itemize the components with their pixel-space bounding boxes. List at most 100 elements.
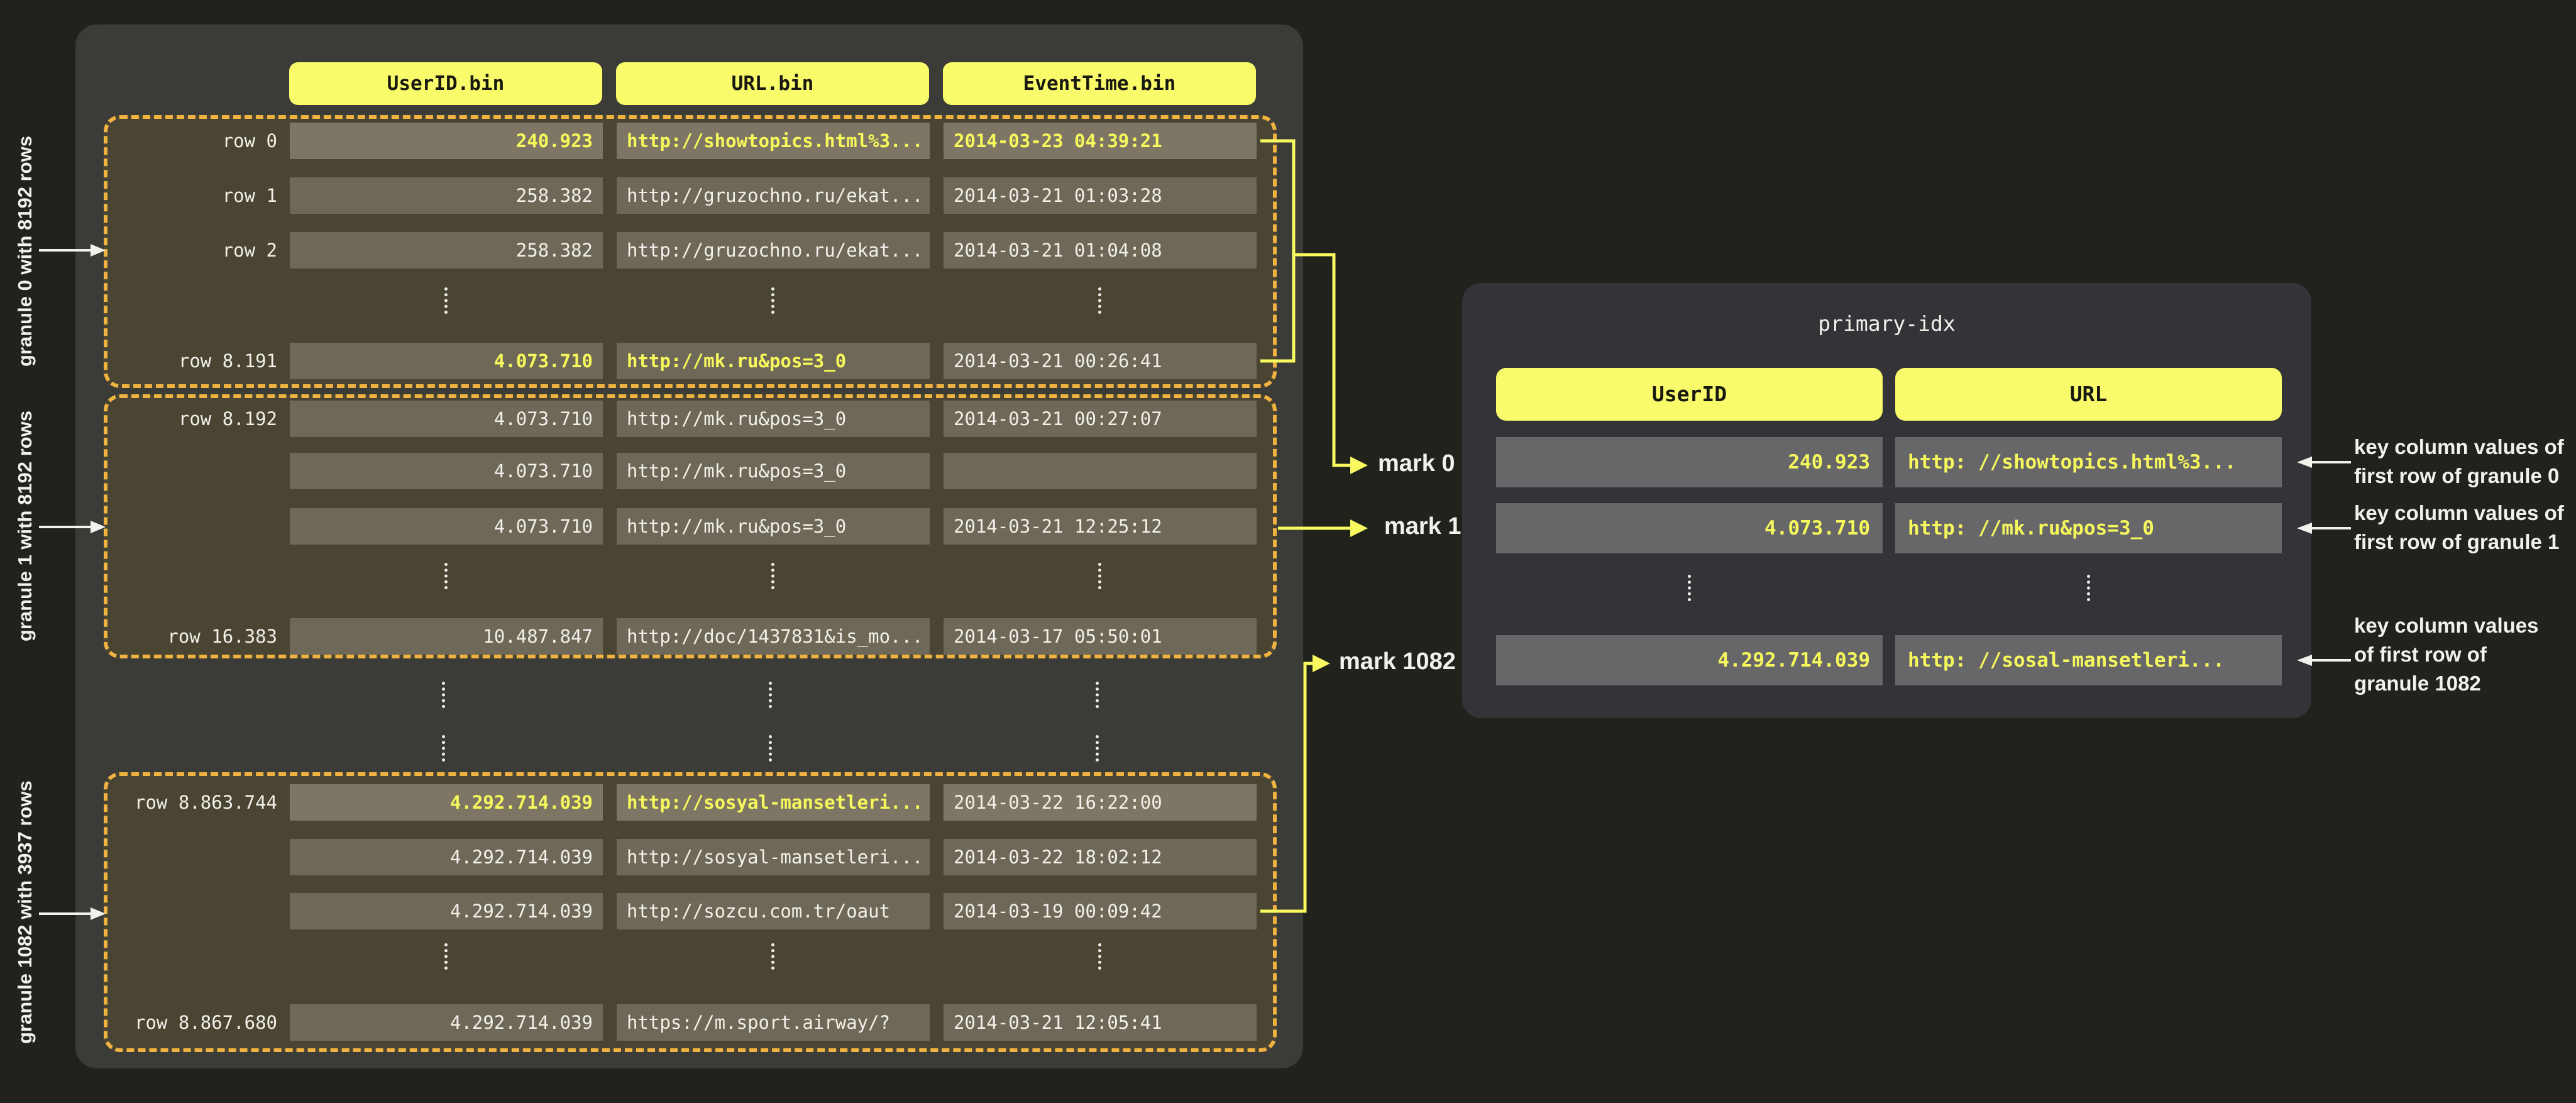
table-row: row 2 258.382 http://gruzochno.ru/ekat..…: [107, 232, 1273, 269]
userid-cell: 4.292.714.039: [290, 839, 603, 875]
table-row: 4.292.714.039 http://sozcu.com.tr/oaut 2…: [107, 893, 1273, 929]
column-pill-label: UserID.bin: [387, 72, 505, 95]
url-cell: http://mk.ru&pos=3_0: [617, 508, 930, 545]
row-label: [113, 893, 277, 929]
index-url-cell: http: //showtopics.html%3...: [1895, 437, 2282, 487]
primary-index-title: primary-idx: [1818, 311, 1956, 336]
userid-cell: 10.487.847: [290, 618, 603, 655]
table-row: row 8.192 4.073.710 http://mk.ru&pos=3_0…: [107, 401, 1273, 437]
eventtime-cell: 2014-03-23 04:39:21: [944, 123, 1257, 159]
annotation-line: first row of granule 1: [2354, 530, 2560, 553]
table-row: row 1 258.382 http://gruzochno.ru/ekat..…: [107, 177, 1273, 214]
column-pill-label: URL: [2069, 382, 2108, 406]
eventtime-cell: 2014-03-21 12:25:12: [944, 508, 1257, 545]
url-cell: http://mk.ru&pos=3_0: [617, 453, 930, 489]
vertical-ellipsis-icon: [444, 287, 448, 314]
userid-cell: 4.073.710: [290, 401, 603, 437]
column-pill-label: EventTime.bin: [1023, 72, 1176, 95]
index-userid-cell: 240.923: [1496, 437, 1883, 487]
annotation-line: key column values: [2354, 614, 2539, 637]
column-pill-label: UserID: [1651, 382, 1727, 406]
eventtime-cell: 2014-03-17 05:50:01: [944, 618, 1257, 655]
vertical-ellipsis-icon: [771, 943, 774, 970]
index-url-cell: http: //sosal-mansetleri...: [1895, 635, 2282, 685]
url-cell: http://doc/1437831&is_mo...: [617, 618, 930, 655]
url-cell: http://mk.ru&pos=3_0: [617, 343, 930, 379]
column-pill-label: URL.bin: [731, 72, 814, 95]
eventtime-cell: 2014-03-21 01:03:28: [944, 177, 1257, 214]
vertical-ellipsis-icon: [1096, 735, 1099, 762]
url-cell: https://m.sport.airway/?: [617, 1004, 930, 1041]
url-cell: http://sosyal-mansetleri...: [617, 784, 930, 821]
annotation-line: granule 1082: [2354, 672, 2481, 695]
column-pill-eventtime-bin: EventTime.bin: [943, 62, 1256, 105]
userid-cell: 4.073.710: [290, 508, 603, 545]
userid-cell: 4.292.714.039: [290, 1004, 603, 1041]
column-pill-userid-bin: UserID.bin: [289, 62, 602, 105]
vertical-ellipsis-icon: [1688, 575, 1691, 601]
userid-cell: 4.073.710: [290, 453, 603, 489]
url-cell: http://gruzochno.ru/ekat...: [617, 232, 930, 269]
vertical-ellipsis-icon: [442, 735, 445, 762]
index-column-pill-url: URL: [1895, 368, 2282, 421]
annotation-line: of first row of: [2354, 643, 2487, 666]
annotation-granule-1082: key column values of first row of granul…: [2354, 611, 2538, 698]
userid-cell: 240.923: [290, 123, 603, 159]
vertical-ellipsis-icon: [442, 682, 445, 708]
userid-cell: 258.382: [290, 232, 603, 269]
vertical-ellipsis-icon: [769, 735, 772, 762]
vertical-ellipsis-icon: [1098, 563, 1101, 589]
vertical-ellipsis-icon: [1098, 287, 1101, 314]
mark0-arrowhead-icon: [1350, 457, 1368, 474]
granule-box-0: row 0 240.923 http://showtopics.html%3..…: [104, 115, 1277, 388]
granule-side-label-0: granule 0 with 8192 rows: [14, 136, 36, 367]
userid-cell: 4.073.710: [290, 343, 603, 379]
table-row: row 8.867.680 4.292.714.039 https://m.sp…: [107, 1004, 1273, 1041]
row-label: row 1: [222, 185, 277, 206]
table-row: 4.073.710 http://mk.ru&pos=3_0 2014-03-2…: [107, 508, 1273, 545]
url-cell: http://mk.ru&pos=3_0: [617, 401, 930, 437]
eventtime-cell: 2014-03-22 16:22:00: [944, 784, 1257, 821]
mark-1-label: mark 1: [1384, 513, 1461, 540]
mark-1082-label: mark 1082: [1339, 648, 1456, 675]
userid-cell: 4.292.714.039: [290, 893, 603, 929]
row-label: row 8.192: [178, 408, 277, 430]
row-label: [113, 839, 277, 875]
vertical-ellipsis-icon: [769, 682, 772, 708]
row-label: row 16.383: [167, 626, 277, 647]
table-row: 4.073.710 http://mk.ru&pos=3_0: [107, 453, 1273, 489]
table-row: row 0 240.923 http://showtopics.html%3..…: [107, 123, 1273, 159]
eventtime-cell: 2014-03-21 00:27:07: [944, 401, 1257, 437]
mark-0-label: mark 0: [1378, 450, 1455, 477]
granule-box-1: row 8.192 4.073.710 http://mk.ru&pos=3_0…: [104, 394, 1277, 658]
row-label: row 0: [222, 130, 277, 152]
index-column-pill-userid: UserID: [1496, 368, 1883, 421]
mark1082-arrowhead-icon: [1313, 655, 1330, 672]
eventtime-cell: 2014-03-21 00:26:41: [944, 343, 1257, 379]
url-cell: http://gruzochno.ru/ekat...: [617, 177, 930, 214]
eventtime-cell: 2014-03-21 01:04:08: [944, 232, 1257, 269]
userid-cell: 4.292.714.039: [290, 784, 603, 821]
vertical-ellipsis-icon: [771, 563, 774, 589]
granule-side-label-1082: granule 1082 with 3937 rows: [14, 780, 36, 1044]
url-cell: http://sosyal-mansetleri...: [617, 839, 930, 875]
vertical-ellipsis-icon: [1096, 682, 1099, 708]
table-row: row 16.383 10.487.847 http://doc/1437831…: [107, 618, 1273, 655]
annotation-line: key column values of: [2354, 435, 2564, 458]
row-label: [113, 453, 277, 489]
granule-side-label-1: granule 1 with 8192 rows: [14, 411, 36, 642]
vertical-ellipsis-icon: [444, 563, 448, 589]
annotation-line: first row of granule 0: [2354, 464, 2560, 487]
row-label: row 8.867.680: [135, 1012, 277, 1033]
table-row: row 8.191 4.073.710 http://mk.ru&pos=3_0…: [107, 343, 1273, 379]
eventtime-cell: 2014-03-22 18:02:12: [944, 839, 1257, 875]
vertical-ellipsis-icon: [2087, 575, 2090, 601]
url-cell: http://showtopics.html%3...: [617, 123, 930, 159]
row-label: [113, 508, 277, 545]
row-label: row 8.863.744: [135, 792, 277, 813]
eventtime-cell: 2014-03-19 00:09:42: [944, 893, 1257, 929]
table-row: row 8.863.744 4.292.714.039 http://sosya…: [107, 784, 1273, 821]
annotation-granule-0: key column values of first row of granul…: [2354, 433, 2564, 491]
column-pill-url-bin: URL.bin: [616, 62, 929, 105]
